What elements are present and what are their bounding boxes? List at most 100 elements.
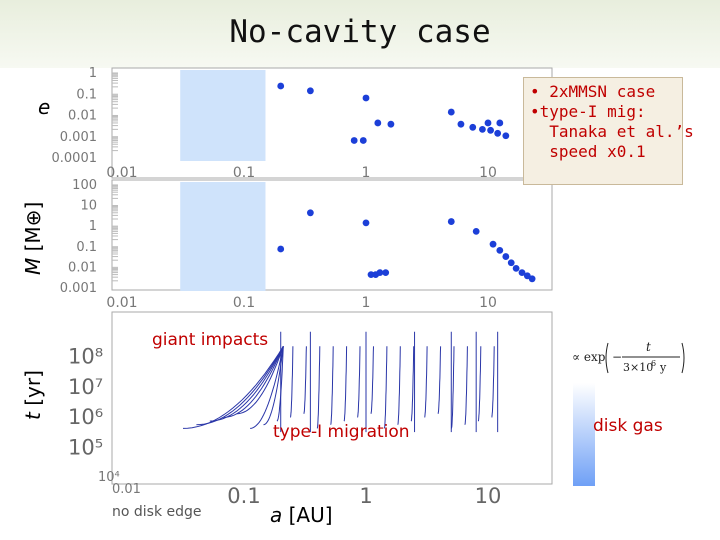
disk-gas-label: disk gas xyxy=(593,416,663,436)
e-data-point xyxy=(469,123,477,131)
e-ytick-label: 0.01 xyxy=(68,109,97,124)
svg-text:y: y xyxy=(659,361,667,374)
panel-m-ylabel: M [M⊕] xyxy=(21,202,45,275)
m-data-point xyxy=(362,219,370,227)
type-i-migration-label: type-I migration xyxy=(273,422,410,442)
e-ytick-label: 0.1 xyxy=(76,87,97,102)
e-data-point xyxy=(350,137,358,144)
migration-track xyxy=(250,346,284,429)
migration-track xyxy=(223,346,284,418)
e-data-point xyxy=(277,82,285,90)
e-data-point xyxy=(447,108,455,116)
time-ytick-label: 10⁶ xyxy=(68,405,103,429)
title-bar xyxy=(0,0,720,68)
m-ytick-label: 0.01 xyxy=(68,260,97,275)
e-data-point xyxy=(306,87,314,95)
migration-track xyxy=(343,346,348,422)
m-data-point xyxy=(277,245,285,253)
m-data-point xyxy=(376,269,384,277)
m-data-point xyxy=(489,240,497,248)
e-ytick-label: 0.001 xyxy=(60,130,97,145)
m-shaded-band xyxy=(180,182,266,291)
m-data-point xyxy=(447,218,455,225)
time-ytick-label: 10⁴ xyxy=(98,470,120,485)
migration-track xyxy=(209,346,284,422)
svg-text:3×10: 3×10 xyxy=(623,361,653,374)
migration-track xyxy=(276,346,284,422)
m-ytick-label: 10 xyxy=(80,199,97,214)
e-data-point xyxy=(374,119,382,127)
migration-track xyxy=(383,346,388,429)
m-ytick-label: 0.1 xyxy=(76,240,97,255)
time-xtick-label: 0.01 xyxy=(112,482,141,497)
e-data-point xyxy=(457,120,465,128)
m-ytick-label: 0.001 xyxy=(60,281,97,296)
migration-track xyxy=(196,346,284,426)
migration-track xyxy=(330,346,334,425)
svg-text:t: t xyxy=(646,340,651,354)
m-ytick-label: 100 xyxy=(72,178,97,193)
e-data-point xyxy=(387,120,395,128)
migration-track xyxy=(182,346,284,429)
e-data-point xyxy=(502,132,510,140)
m-xtick-label: 0.01 xyxy=(106,295,137,311)
time-xtick-label: 1 xyxy=(359,484,372,508)
time-xtick-label: 10 xyxy=(475,484,502,508)
e-xtick-label: 0.1 xyxy=(233,165,255,181)
migration-track xyxy=(410,346,415,422)
case-note-box: • 2xMMSN case •type-I mig: Tanaka et al.… xyxy=(523,77,694,185)
e-data-point xyxy=(484,119,492,127)
svg-text:∝ exp: ∝ exp xyxy=(572,350,606,364)
migration-track xyxy=(236,346,284,415)
e-data-point xyxy=(487,126,494,134)
migration-track xyxy=(316,346,321,429)
m-data-point xyxy=(502,253,510,260)
note-line-4: speed x0.1 xyxy=(530,142,646,161)
note-line-2: •type-I mig: xyxy=(530,102,646,121)
x-axis-label: a [AU] xyxy=(270,503,333,527)
migration-track xyxy=(450,346,455,429)
panel-t-ylabel: t [yr] xyxy=(21,370,45,420)
e-data-point xyxy=(494,129,502,137)
time-xtick-label: 0.1 xyxy=(227,484,260,508)
migration-track xyxy=(357,346,361,418)
migration-track xyxy=(464,346,468,425)
m-xtick-label: 10 xyxy=(479,295,497,311)
migration-track xyxy=(424,346,428,418)
panel-m-frame xyxy=(111,179,553,291)
e-ytick-label: 1 xyxy=(89,66,97,81)
migration-track xyxy=(290,346,294,418)
e-data-point xyxy=(359,137,367,144)
migration-track xyxy=(370,346,374,415)
m-data-point xyxy=(528,275,536,283)
migration-track xyxy=(397,346,401,425)
m-data-point xyxy=(382,269,390,277)
m-xtick-label: 1 xyxy=(362,295,371,311)
shaded-region xyxy=(180,70,266,291)
e-data-point xyxy=(479,125,486,133)
time-ytick-label: 10⁵ xyxy=(68,436,103,460)
svg-text:6: 6 xyxy=(651,359,656,368)
data-points xyxy=(277,82,536,283)
e-data-point xyxy=(362,94,370,102)
m-data-point xyxy=(507,259,515,267)
time-ytick-label: 10⁷ xyxy=(68,375,103,399)
note-line-3: Tanaka et al.’s xyxy=(530,122,694,141)
tick-marks xyxy=(112,72,118,282)
giant-impacts-label: giant impacts xyxy=(152,330,268,350)
m-data-point xyxy=(512,264,520,272)
panel-e-ylabel: e xyxy=(38,95,50,119)
migration-track xyxy=(437,346,442,415)
m-xtick-label: 0.1 xyxy=(233,295,255,311)
migration-track xyxy=(303,346,307,415)
e-data-point xyxy=(496,119,504,127)
slide-title: No-cavity case xyxy=(229,14,491,50)
m-data-point xyxy=(472,228,480,235)
e-xtick-label: 0.01 xyxy=(106,165,137,181)
time-ytick-label: 10⁸ xyxy=(68,344,103,368)
e-shaded-band xyxy=(180,70,266,161)
m-data-point xyxy=(518,269,526,277)
migration-track xyxy=(263,346,284,426)
